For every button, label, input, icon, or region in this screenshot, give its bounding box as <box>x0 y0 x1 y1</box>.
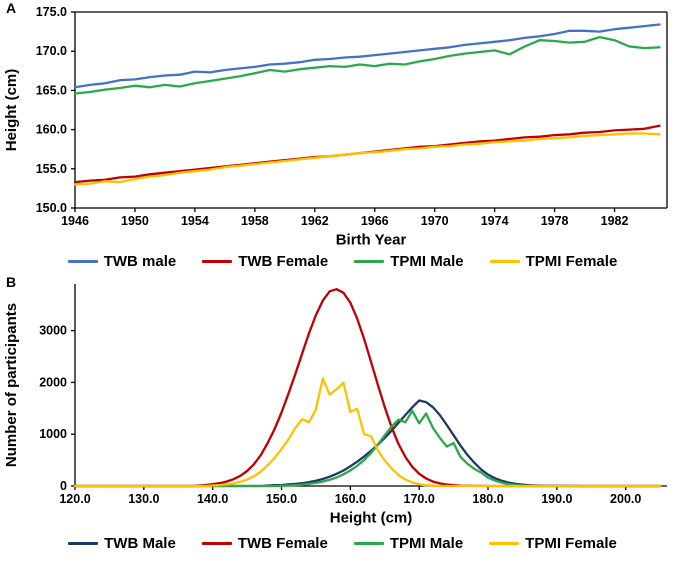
legend-label: TPMI Female <box>525 252 618 270</box>
panel-a-chart: 1946 1950 1954 1958 1962 1966 1970 1974 1978 1982… <box>3 5 668 248</box>
y-tick-label: 0 <box>60 479 67 493</box>
legend-label: TPMI Male <box>389 534 464 552</box>
x-tick-label: 1946 <box>61 214 89 228</box>
x-tick-label: 1978 <box>541 214 569 228</box>
series-line-twb-female <box>73 124 661 184</box>
x-tick-label: 1958 <box>241 214 269 228</box>
legend-label: TWB Female <box>238 252 329 270</box>
legend-label: TWB Male <box>104 534 176 552</box>
legend-item-tpmi-male: TPMI Male <box>346 253 471 270</box>
legend-item-twb-male: TWB male <box>60 253 185 270</box>
panel-a: A 1946 1950 1954 1958 1962 1966 1970 1974 1978 19… <box>0 0 685 274</box>
x-tick-label: 1966 <box>361 214 389 228</box>
x-axis-title: Height (cm) <box>330 509 413 526</box>
legend-line-twb-male <box>68 541 99 545</box>
x-tick-label: 1950 <box>121 214 149 228</box>
panel-b: B 120.0 130.0 140.0 150.0 160.0 170.0 180.0 190… <box>0 274 685 556</box>
legend-line-twb-male <box>67 259 98 263</box>
panel-b-chart: 120.0 130.0 140.0 150.0 160.0 170.0 180.0 190.0… <box>3 284 667 526</box>
legend-line-tpmi-female <box>489 259 520 263</box>
legend-line-tpmi-male <box>354 259 385 263</box>
series-line-twb-male <box>73 23 661 89</box>
legend-line-tpmi-male <box>353 541 384 545</box>
y-tick-label: 2000 <box>39 375 67 389</box>
x-tick-label: 170.0 <box>404 492 435 506</box>
legend-label: TPMI Female <box>525 534 617 552</box>
series-line-tpmi-female <box>73 377 662 488</box>
panel-a-legend: TWB male TWB Female TPMI Male TPMI Femal… <box>0 248 685 274</box>
legend-item-tpmi-female: TPMI Female <box>482 253 626 270</box>
panel-b-legend: TWB Male TWB Female TPMI Male TPMI Femal… <box>0 530 685 556</box>
y-tick-label: 150.0 <box>36 201 67 215</box>
legend-item-twb-female: TWB Female <box>194 253 336 270</box>
x-tick-label: 140.0 <box>197 492 228 506</box>
y-tick-label: 165.0 <box>36 83 67 97</box>
panel-a-label: A <box>6 0 17 16</box>
x-tick-label: 1954 <box>181 214 209 228</box>
y-tick-label: 1000 <box>39 427 67 441</box>
legend-item-tpmi-male: TPMI Male <box>346 535 471 552</box>
x-tick-label: 120.0 <box>59 492 90 506</box>
x-tick-label: 150.0 <box>266 492 297 506</box>
legend-label: TPMI Male <box>390 252 464 270</box>
x-tick-label: 1962 <box>301 214 329 228</box>
series-line-twb-male <box>73 399 662 488</box>
legend-line-twb-female <box>202 259 233 263</box>
x-axis-title: Birth Year <box>336 231 407 248</box>
x-tick-label: 1974 <box>481 214 509 228</box>
y-tick-label: 175.0 <box>36 5 67 19</box>
x-tick-label: 160.0 <box>335 492 366 506</box>
series-line-tpmi-female <box>73 132 661 186</box>
panel-b-label: B <box>6 274 17 290</box>
y-tick-label: 155.0 <box>36 162 67 176</box>
y-tick-label: 170.0 <box>36 44 67 58</box>
legend-item-twb-female: TWB Female <box>194 535 336 552</box>
legend-line-tpmi-female <box>489 541 520 545</box>
series-line-tpmi-male <box>73 409 662 488</box>
series-line-tpmi-male <box>73 35 661 95</box>
x-tick-label: 1982 <box>601 214 629 228</box>
x-tick-label: 1970 <box>421 214 449 228</box>
legend-label: TWB Female <box>237 534 328 552</box>
y-tick-label: 3000 <box>39 324 67 338</box>
y-tick-label: 160.0 <box>36 123 67 137</box>
legend-line-twb-female <box>201 541 232 545</box>
legend-item-twb-male: TWB Male <box>60 535 184 552</box>
x-tick-label: 130.0 <box>128 492 159 506</box>
y-axis-title: Height (cm) <box>3 69 20 152</box>
legend-label: TWB male <box>103 252 177 270</box>
legend-item-tpmi-female: TPMI Female <box>481 535 625 552</box>
y-axis-title: Number of participants <box>3 303 20 467</box>
x-tick-label: 190.0 <box>541 492 572 506</box>
x-tick-label: 180.0 <box>472 492 503 506</box>
x-tick-label: 200.0 <box>610 492 641 506</box>
